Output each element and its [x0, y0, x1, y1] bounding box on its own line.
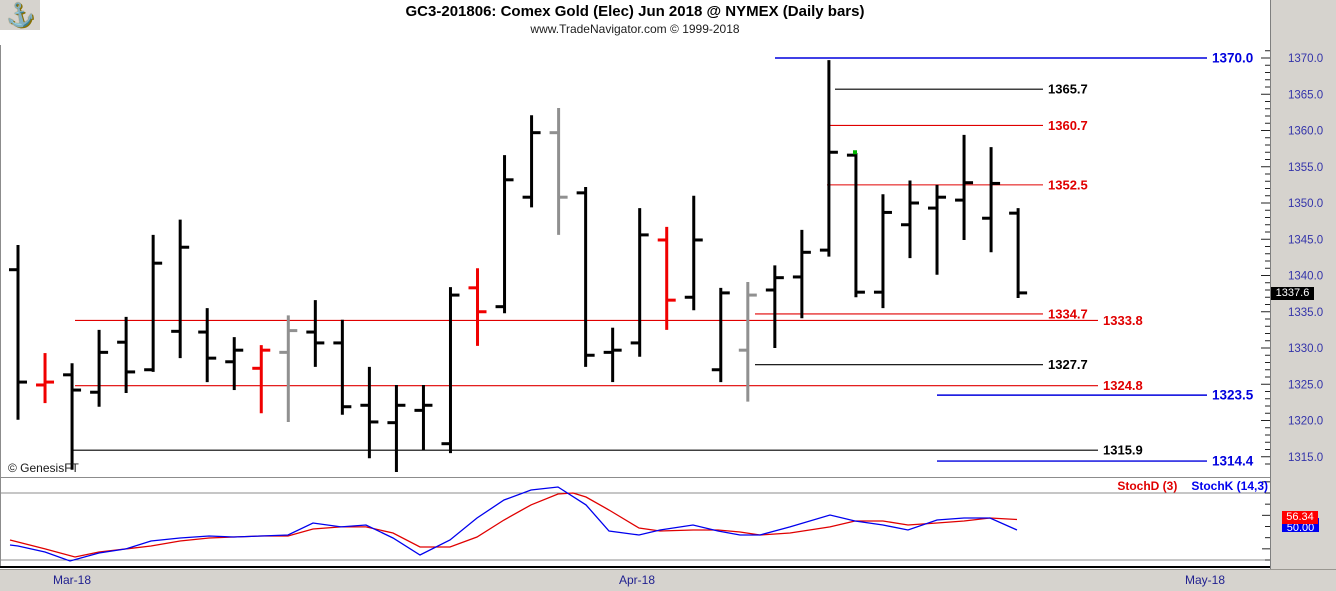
price-axis-label: 1355.0 — [1288, 162, 1323, 174]
ohlc-bar — [225, 337, 244, 391]
price-axis-label: 1345.0 — [1288, 234, 1323, 246]
ohlc-bar — [441, 287, 460, 454]
level-label-1352.5: 1352.5 — [1048, 177, 1088, 192]
ohlc-bar — [522, 115, 541, 208]
ohlc-bar — [414, 384, 433, 451]
ohlc-bar — [900, 180, 919, 259]
ohlc-bar — [468, 268, 487, 346]
genesisft-watermark: © GenesisFT — [8, 461, 79, 475]
level-label-1327.7: 1327.7 — [1048, 357, 1088, 372]
level-label-1324.8: 1324.8 — [1103, 378, 1143, 393]
ohlc-bar — [657, 226, 676, 330]
stoch-k-line — [9, 486, 1018, 562]
level-label-1370.0: 1370.0 — [1212, 51, 1253, 66]
x-axis-label-may: May-18 — [1184, 573, 1226, 587]
ohlc-bar — [711, 287, 730, 383]
x-axis-label-apr: Apr-18 — [618, 573, 656, 587]
ohlc-bar — [333, 319, 352, 415]
ohlc-bar — [982, 147, 1001, 253]
stochd-legend-label: StochD (3) — [1117, 479, 1178, 493]
ohlc-bar — [90, 329, 109, 407]
ohlc-bar — [873, 194, 892, 309]
ohlc-bar — [819, 60, 838, 257]
genesis-logo: ⚓ — [0, 0, 40, 30]
price-axis-label: 1320.0 — [1288, 416, 1323, 428]
stochd-value-badge: 56.34 — [1282, 511, 1318, 524]
ohlc-bar — [684, 195, 703, 311]
ohlc-bar — [495, 155, 514, 314]
level-label-1360.7: 1360.7 — [1048, 118, 1088, 133]
ohlc-bar — [955, 134, 974, 240]
price-axis-label: 1340.0 — [1288, 271, 1323, 283]
price-axis-label: 1330.0 — [1288, 343, 1323, 355]
chart-title: GC3-201806: Comex Gold (Elec) Jun 2018 @… — [405, 3, 865, 20]
ohlc-bar — [171, 219, 190, 359]
ohlc-bar — [549, 108, 568, 235]
level-label-1333.8: 1333.8 — [1103, 313, 1143, 328]
stoch-d-line — [9, 492, 1018, 558]
ohlc-bar — [630, 208, 649, 357]
ohlc-bar — [1009, 208, 1028, 298]
price-axis-label: 1350.0 — [1288, 198, 1323, 210]
level-label-1314.4: 1314.4 — [1212, 454, 1254, 469]
last-price-badge: 1337.6 — [1271, 287, 1314, 300]
ohlc-bar — [387, 384, 406, 472]
stochastic-legend: StochD (3) StochK (14,3) — [0, 479, 1268, 493]
green-marker — [853, 150, 857, 155]
stochk-legend-label: StochK (14,3) — [1191, 479, 1268, 493]
ohlc-bar — [63, 363, 82, 470]
ohlc-bar — [928, 184, 947, 275]
ohlc-bar — [846, 152, 865, 298]
price-axis-label: 1365.0 — [1288, 89, 1323, 101]
ohlc-bar — [198, 308, 217, 383]
ohlc-bar — [360, 366, 379, 459]
x-axis-label-mar: Mar-18 — [52, 573, 92, 587]
level-label-1323.5: 1323.5 — [1212, 388, 1254, 403]
ohlc-bar — [279, 315, 298, 422]
level-label-1334.7: 1334.7 — [1048, 306, 1088, 321]
ohlc-bar — [9, 245, 27, 420]
ohlc-bar — [765, 265, 784, 348]
ohlc-bar — [603, 327, 622, 383]
ohlc-bar — [36, 353, 55, 404]
ohlc-bar — [117, 316, 136, 393]
price-axis-label: 1335.0 — [1288, 307, 1323, 319]
price-axis-label: 1370.0 — [1288, 53, 1323, 65]
price-axis-label: 1325.0 — [1288, 379, 1323, 391]
level-label-1365.7: 1365.7 — [1048, 82, 1088, 97]
ohlc-bar — [792, 229, 811, 319]
ohlc-bar — [576, 187, 595, 367]
ohlc-bar — [252, 345, 271, 414]
ohlc-bar — [306, 300, 325, 367]
level-label-1315.9: 1315.9 — [1103, 443, 1143, 458]
ohlc-bar — [738, 282, 757, 402]
chart-subtitle: www.TradeNavigator.com © 1999-2018 — [530, 22, 740, 36]
time-axis-strip — [0, 569, 1336, 591]
price-axis-label: 1315.0 — [1288, 452, 1323, 464]
price-axis-label: 1360.0 — [1288, 126, 1323, 138]
ohlc-bar — [144, 234, 163, 372]
